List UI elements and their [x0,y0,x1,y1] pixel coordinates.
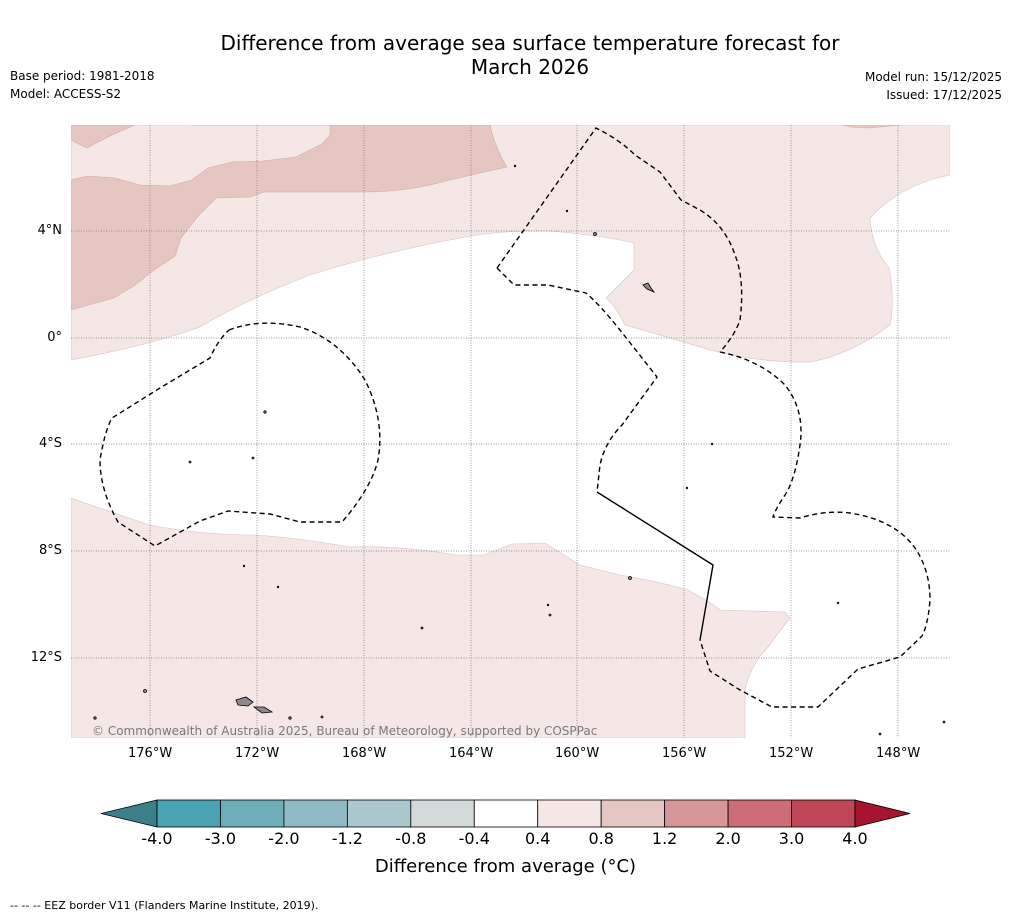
island-dot [628,576,632,580]
colorbar-swatch [791,799,856,828]
colorbar-overflow-arrow [854,799,911,828]
colorbar-swatch [727,799,792,828]
longitude-label: 168°W [342,746,387,761]
latitude-label: 8°S [38,543,62,558]
eez-solid-boundary [596,491,714,641]
colorbar-tick-label: -1.2 [331,829,363,848]
colorbar-tick-label: 4.0 [842,829,868,848]
colorbar-tick-label: 0.8 [588,829,614,848]
island-dot [942,720,946,724]
colorbar-tick-label: 2.0 [715,829,741,848]
eez-phoenix-line [496,267,658,493]
island-dot [143,689,147,693]
longitude-label: 164°W [449,746,494,761]
island-dot [710,442,714,446]
model-text: Model: ACCESS-S2 [10,87,122,101]
island-dot [320,715,324,719]
longitude-label: 152°W [769,746,814,761]
colorbar-swatch [664,799,729,828]
colorbar-swatch [473,799,539,828]
map-area [71,125,950,738]
copyright-text: © Commonwealth of Australia 2025, Bureau… [92,724,598,738]
colorbar-swatch [410,799,475,828]
island-dot [836,601,840,605]
latitude-label: 12°S [30,650,62,665]
island-savaii [235,696,254,707]
colorbar-tick-label: -0.4 [458,829,490,848]
chart-title: Difference from average sea surface temp… [180,31,880,79]
colorbar-swatch [220,799,285,828]
island-dot [685,486,689,490]
islands [93,164,946,736]
island-dot [565,209,569,213]
colorbar-tick-label: 1.2 [651,829,678,848]
island-dot [276,585,280,589]
colorbar-tick-label: -2.0 [268,829,300,848]
island-dot [546,603,550,607]
title-line-1: Difference from average sea surface temp… [220,31,840,55]
island-dot [593,232,597,236]
island-dot [263,410,267,414]
colorbar-swatches [100,799,911,828]
eez-tokelau-samoa [99,322,381,547]
colorbar-tick-label: -4.0 [141,829,173,848]
meta-left: Base period: 1981-2018 Model: ACCESS-S2 [10,67,155,103]
colorbar-tick-label: 3.0 [778,829,805,848]
colorbar-tick-label: -3.0 [204,829,237,848]
north-strong-anomaly-region [71,125,901,311]
colorbar-swatch [537,799,602,828]
latitude-label: 4°S [38,436,62,451]
island-dot [251,456,255,460]
island-dot [878,732,882,736]
base-period-text: Base period: 1981-2018 [10,69,155,83]
island-upolu [252,706,274,714]
latitude-label: 0° [47,330,62,345]
colorbar-tick-label: -0.8 [395,829,427,848]
colorbar-swatch [346,799,412,828]
colorbar-tick-label: 0.4 [524,829,551,848]
meta-right: Model run: 15/12/2025 Issued: 17/12/2025 [865,68,1002,104]
issued-text: Issued: 17/12/2025 [886,88,1002,102]
title-line-2: March 2026 [470,55,590,79]
island-dot [242,564,246,568]
longitude-label: 172°W [235,746,280,761]
longitude-label: 176°W [128,746,173,761]
eez-line-islands-north [496,127,743,353]
eez-footnote: -- -- -- EEZ border V11 (Flanders Marine… [10,899,319,912]
model-run-text: Model run: 15/12/2025 [864,70,1002,84]
south-anomaly-region [71,497,791,738]
colorbar-underflow-arrow [100,799,158,828]
island-dot [548,613,552,617]
longitude-label: 160°W [555,746,600,761]
island-dot [420,626,424,630]
colorbar-swatch [600,799,666,828]
island-dot [288,716,292,720]
longitude-label: 156°W [662,746,707,761]
graticule [71,125,950,738]
island-kiritimati [642,282,656,293]
eez-borders [99,127,931,708]
sst-anomaly-map [71,125,950,738]
latitude-label: 4°N [37,223,63,238]
colorbar-label: Difference from average (°C) [374,856,637,877]
island-dot [188,460,192,464]
eez-southern-line [699,351,931,708]
island-dot [513,164,517,168]
longitude-label: 148°W [876,746,921,761]
island-dot [93,716,97,720]
colorbar-swatch [283,799,348,828]
colorbar-swatch [156,799,221,828]
